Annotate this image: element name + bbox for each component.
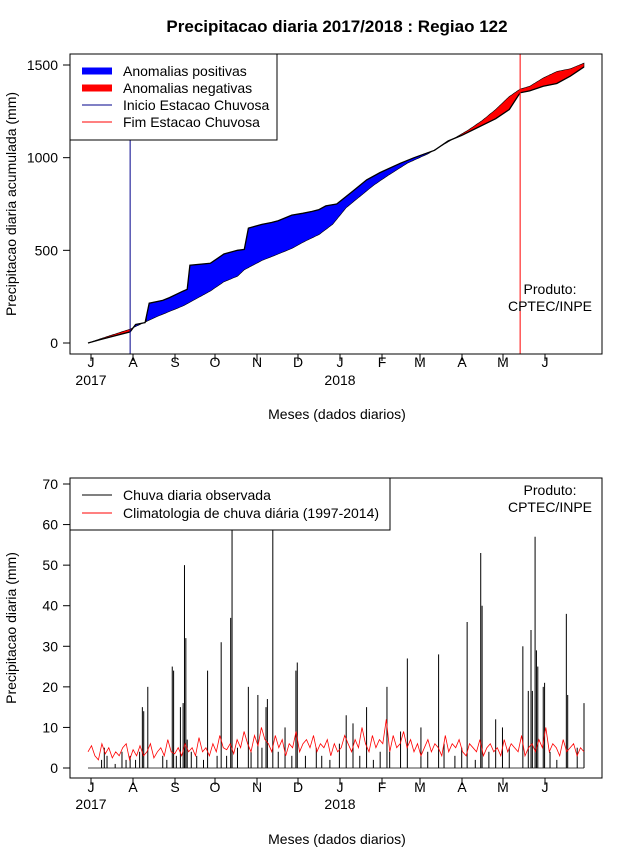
bottom-y-axis: 0 10 20 30 40 50 60 70 (42, 476, 70, 776)
legend-observed: Chuva diaria observada (123, 487, 271, 503)
bottom-ytick-label: 60 (42, 517, 58, 533)
top-ytick-label: 0 (50, 335, 58, 351)
bottom-xtick-label: J (337, 779, 344, 795)
top-ytick-label: 1500 (27, 57, 58, 73)
top-xtick-label: O (210, 354, 221, 370)
bottom-xlabel: Meses (dados diarios) (268, 831, 406, 847)
top-product-label-1: Produto: (524, 281, 577, 297)
top-xtick-label: M (414, 354, 426, 370)
top-xtick-label: F (378, 354, 387, 370)
top-xtick-label: N (252, 354, 262, 370)
top-xtick-label: A (457, 354, 467, 370)
top-xlabel: Meses (dados diarios) (268, 406, 406, 422)
observed-bars (88, 528, 585, 769)
bottom-xtick-label: D (293, 779, 303, 795)
top-xtick-label: J (88, 354, 95, 370)
bottom-xtick-label: N (252, 779, 262, 795)
bottom-xtick-label: O (210, 779, 221, 795)
bottom-ytick-label: 0 (50, 760, 58, 776)
bottom-ytick-label: 20 (42, 679, 58, 695)
legend-positive: Anomalias positivas (123, 63, 247, 79)
bottom-ytick-label: 10 (42, 719, 58, 735)
top-xtick-label: J (337, 354, 344, 370)
bottom-legend: Chuva diaria observada Climatologia de c… (69, 477, 391, 531)
bottom-ytick-label: 70 (42, 476, 58, 492)
top-ytick-label: 500 (35, 242, 59, 258)
bottom-ytick-label: 40 (42, 598, 58, 614)
top-ylabel: Precipitacao diaria acumulada (mm) (3, 92, 19, 316)
bottom-xtick-label: J (88, 779, 95, 795)
top-year-2018: 2018 (324, 372, 355, 388)
bottom-xtick-label: F (378, 779, 387, 795)
bottom-xtick-label: M (497, 779, 509, 795)
bottom-product-label-1: Produto: (524, 482, 577, 498)
positive-anomaly-area (146, 149, 435, 322)
climatology-line (87, 719, 585, 762)
legend-start: Inicio Estacao Chuvosa (123, 97, 270, 113)
bottom-year-2017: 2017 (75, 796, 106, 812)
top-xtick-label: J (542, 354, 549, 370)
legend-climatology: Climatologia de chuva diária (1997-2014) (123, 505, 379, 521)
bottom-xtick-label: J (542, 779, 549, 795)
legend-end: Fim Estacao Chuvosa (123, 114, 260, 130)
bottom-ytick-label: 30 (42, 638, 58, 654)
bottom-xtick-label: M (414, 779, 426, 795)
top-xtick-label: M (497, 354, 509, 370)
top-y-axis: 0 500 1000 1500 (27, 57, 70, 351)
bottom-year-2018: 2018 (324, 796, 355, 812)
bottom-xtick-label: A (128, 779, 138, 795)
top-xtick-label: S (170, 354, 179, 370)
top-xtick-label: D (293, 354, 303, 370)
top-chart: 0 500 1000 1500 J A S O N D J F M A M J 2017 2018 Precip… (3, 53, 603, 422)
top-legend: Anomalias positivas Anomalias negativas … (69, 53, 278, 141)
top-ytick-label: 1000 (27, 150, 58, 166)
bottom-product-label-2: CPTEC/INPE (508, 499, 592, 515)
negative-anomaly-area (453, 62, 585, 140)
chart-title: Precipitacao diaria 2017/2018 : Regiao 1… (166, 17, 507, 36)
bottom-xtick-label: S (170, 779, 179, 795)
bottom-xtick-label: A (457, 779, 467, 795)
bottom-ylabel: Precipitacao diaria (mm) (3, 552, 19, 704)
bottom-ytick-label: 50 (42, 557, 58, 573)
top-year-2017: 2017 (75, 372, 106, 388)
observed-cumulative-line (87, 66, 585, 344)
top-x-axis: J A S O N D J F M A M J 2017 2018 (75, 354, 549, 388)
top-product-label-2: CPTEC/INPE (508, 298, 592, 314)
legend-negative: Anomalias negativas (123, 80, 252, 96)
top-plot-frame (69, 53, 603, 355)
top-xtick-label: A (128, 354, 138, 370)
